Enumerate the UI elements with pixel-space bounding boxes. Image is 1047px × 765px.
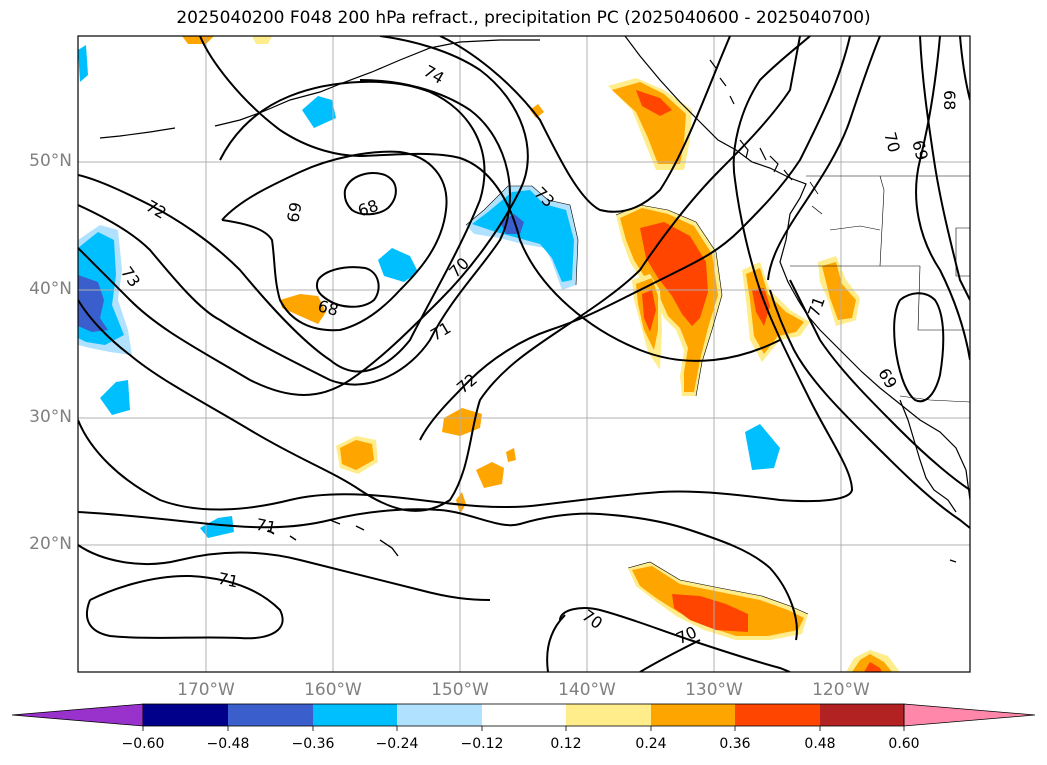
colorbar-segment	[482, 704, 566, 726]
lon-label: 160°W	[304, 680, 362, 700]
contour-label: 72	[143, 196, 170, 223]
colorbar-tick-label: 0.60	[888, 736, 920, 752]
precip-positive-area	[632, 566, 804, 636]
precip-positive-area	[852, 654, 892, 672]
coastlines	[99, 36, 970, 563]
refractivity-contours	[78, 36, 970, 672]
precip-negative-area	[378, 248, 418, 282]
lat-label: 40°N	[29, 279, 72, 299]
contour-label: 71	[216, 569, 240, 592]
colorbar-segment	[313, 704, 397, 726]
lon-label: 120°W	[812, 680, 870, 700]
colorbar-tick-label: −0.36	[291, 736, 335, 752]
precip-positive-area	[506, 448, 516, 462]
contour-label: 69	[874, 365, 901, 392]
precip-negative-area	[78, 275, 108, 332]
contour-label: 70	[445, 254, 473, 282]
precip-negative-area	[745, 424, 780, 470]
colorbar-tick-label: −0.24	[375, 736, 419, 752]
precip-positive-area	[252, 36, 272, 44]
precip-negative-area	[200, 516, 234, 538]
colorbar-max-extend	[903, 703, 1036, 727]
lat-label: 30°N	[29, 407, 72, 427]
colorbar-segment	[820, 704, 904, 726]
colorbar-frame	[142, 703, 905, 727]
colorbar-tick-label: 0.12	[550, 736, 582, 752]
contour-label-group: 74 68 69 72 73 73 70 69 70 68 71 71 72 7…	[117, 61, 959, 648]
colorbar-tick-label: −0.12	[460, 736, 504, 752]
precip-positive-area	[476, 462, 504, 488]
colorbar-segment	[397, 704, 482, 726]
colorbar-segment	[228, 704, 313, 726]
precip-positive-area	[340, 440, 374, 470]
precip-negative-area	[302, 96, 336, 128]
plot-frame	[77, 35, 971, 673]
precip-negative-area	[78, 45, 88, 82]
map-title: 2025040200 F048 200 hPa refract., precip…	[176, 8, 871, 28]
precip-positive-area	[636, 90, 672, 116]
precip-negative-area	[100, 380, 130, 415]
colorbar-tick-label: −0.48	[206, 736, 250, 752]
colorbar-tick-label: 0.48	[804, 736, 836, 752]
contour-label: 68	[940, 90, 959, 110]
colorbar-segment	[735, 704, 820, 726]
colorbar-segment	[566, 704, 651, 726]
lat-label: 50°N	[29, 151, 72, 171]
precip-positive-area	[822, 262, 856, 320]
contour-label: 69	[908, 138, 932, 163]
precip-positive-area	[456, 492, 466, 514]
precip-positive-area	[612, 82, 686, 164]
colorbar-min-extend	[11, 703, 144, 727]
precip-negative-area	[472, 190, 574, 282]
colorbar-segment	[143, 704, 228, 726]
contour-label: 69	[283, 201, 305, 224]
colorbar-tick-label: −0.60	[121, 736, 165, 752]
precip-positive-area	[642, 290, 656, 332]
precip-negative-area	[500, 214, 524, 234]
precip-positive-area	[864, 662, 882, 672]
lat-label: 20°N	[29, 534, 72, 554]
precip-positive-area	[530, 104, 544, 118]
precip-outlines	[465, 185, 809, 615]
lon-label: 170°W	[177, 680, 235, 700]
contour-label: 70	[880, 130, 904, 155]
precip-positive-area	[280, 294, 326, 324]
political-borders	[790, 175, 970, 403]
contour-label: 68	[316, 296, 341, 320]
contour-label: 71	[427, 318, 454, 345]
precip-positive-area	[182, 36, 214, 44]
contour-label: 68	[355, 196, 381, 221]
colorbar-segment	[651, 704, 735, 726]
lon-label: 130°W	[685, 680, 743, 700]
colorbar-tick-label: 0.24	[635, 736, 667, 752]
precip-positive-area	[752, 288, 770, 326]
contour-label: 74	[420, 61, 447, 88]
contour-label: 71	[254, 515, 278, 538]
colorbar-tick-label: 0.36	[719, 736, 751, 752]
lon-label: 150°W	[431, 680, 489, 700]
colorbar	[11, 703, 1036, 731]
lon-label: 140°W	[558, 680, 616, 700]
contour-label: 70	[673, 622, 699, 648]
precip-positive-area	[672, 594, 748, 632]
